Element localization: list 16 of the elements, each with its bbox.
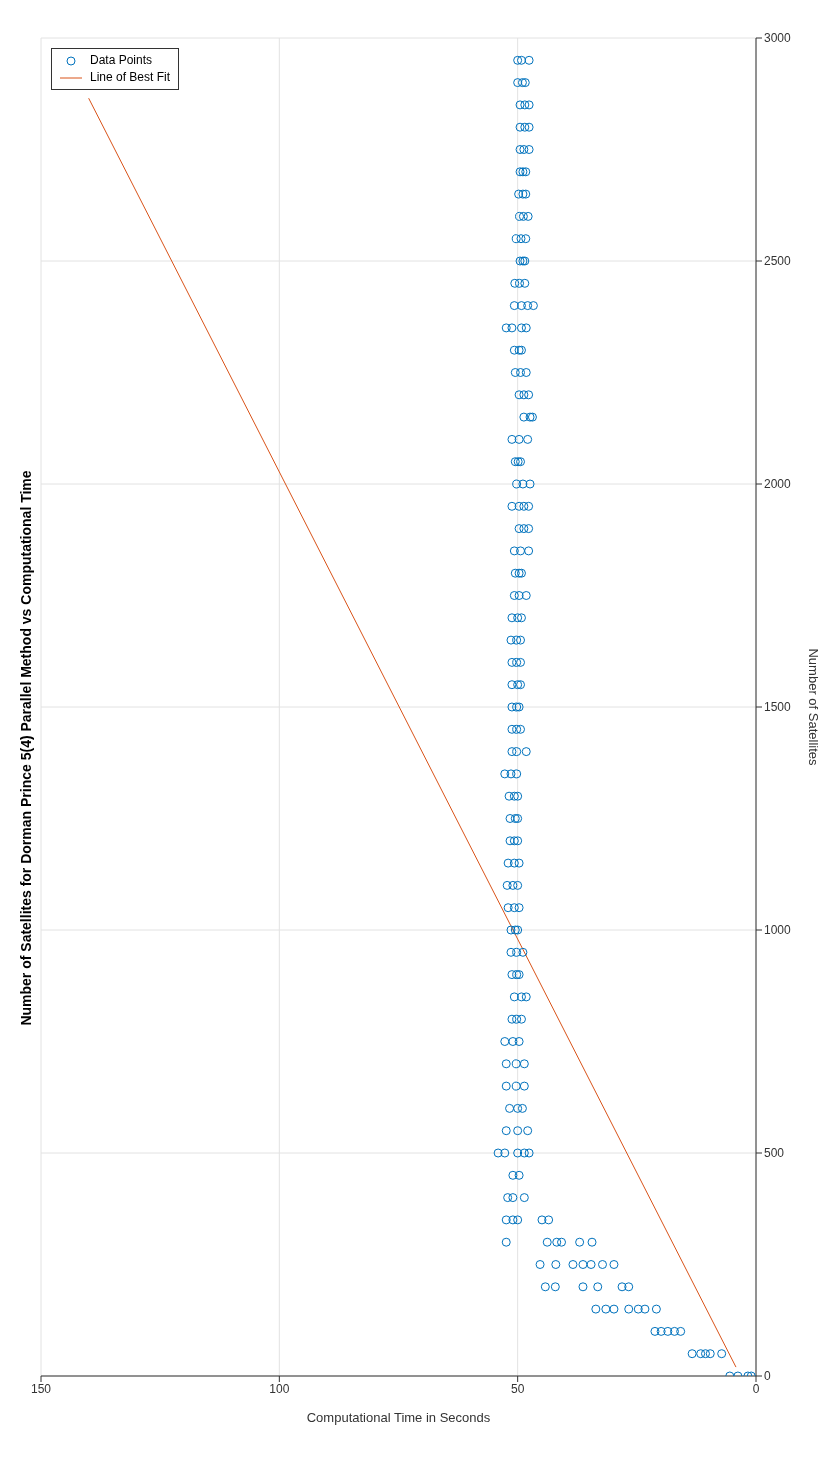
x-tick-label: 100 [269,1381,290,1396]
y-tick-label: 2000 [764,477,792,492]
x-tick-label: 0 [752,1381,760,1396]
x-tick-label: 150 [30,1381,52,1396]
y-axis-title: Number of Satellites [806,648,822,767]
y-tick-label: 3000 [764,31,792,46]
y-tick-label: 2500 [764,254,792,269]
text: Number of Satellites for Dorman Prince 5(4) Parallel Method vs Computational Time [18,470,34,1026]
y-tick-label: 1000 [764,923,792,938]
legend-label: Line of Best Fit [90,69,171,86]
x-axis-title: Computational Time in Seconds [306,1410,491,1425]
x-tick-label: 50 [510,1381,525,1396]
y-tick-label: 0 [764,1369,771,1384]
y-tick-label: 1500 [764,700,792,715]
legend-label: Data Points [90,52,153,69]
y-tick-label: 500 [764,1146,785,1161]
